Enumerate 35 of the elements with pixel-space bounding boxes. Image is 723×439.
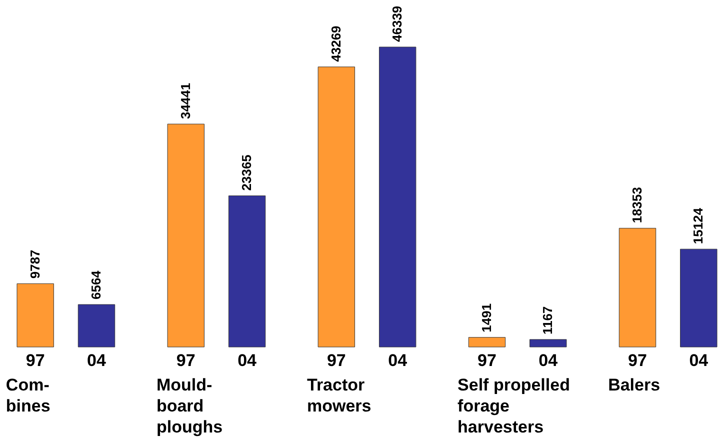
data-label: 15124	[690, 207, 706, 244]
x-tick-label: Self propelled forage harvesters	[458, 376, 570, 436]
data-label: 34441	[178, 82, 193, 120]
bar	[378, 46, 416, 348]
data-label: 23365	[239, 154, 254, 191]
bar	[468, 337, 506, 348]
data-label: 43269	[328, 26, 344, 62]
text: 04	[538, 351, 558, 370]
data-label: 18353	[629, 187, 644, 224]
data-label: 1491	[478, 303, 494, 332]
x-tick-label: Balers	[608, 376, 660, 394]
data-label: 6564	[88, 270, 104, 300]
data-label: 9787	[27, 250, 42, 279]
data-label: 46339	[390, 6, 405, 42]
text: 04	[238, 351, 256, 370]
text: 97	[176, 351, 196, 370]
bar	[228, 195, 266, 348]
bar	[16, 283, 54, 348]
x-tick-label: Mould- board ploughs	[156, 376, 223, 436]
text: 97	[478, 351, 496, 370]
x-tick-label: Tractor mowers	[307, 376, 372, 416]
bar	[318, 66, 356, 348]
bar	[167, 124, 204, 348]
text: 04	[388, 351, 408, 370]
x-tick-label: Com- bines	[6, 376, 50, 416]
series-label: 04	[87, 351, 106, 370]
text: 97	[628, 351, 647, 370]
data-label: 1167	[540, 306, 556, 334]
bar	[530, 339, 567, 348]
bar	[680, 248, 718, 348]
bar	[618, 228, 656, 348]
bar	[78, 304, 116, 348]
text: 04	[689, 351, 708, 370]
series-label: 97	[26, 351, 45, 370]
text: 97	[326, 351, 346, 370]
